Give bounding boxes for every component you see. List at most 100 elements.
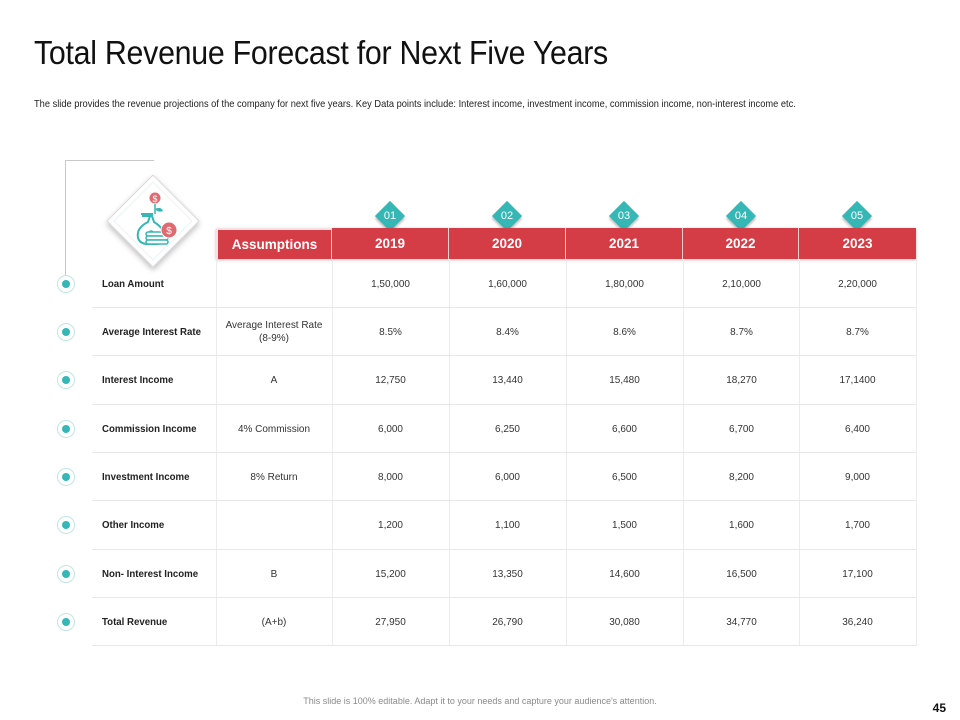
header-2022: 2022 <box>683 228 799 259</box>
cell-2022: 34,770 <box>726 615 757 628</box>
row-label: Interest Income <box>102 373 174 386</box>
grid-line <box>916 259 917 646</box>
table-row: Interest Income A 12,750 13,440 15,480 1… <box>0 356 960 404</box>
year-badge-4: 04 <box>725 200 757 232</box>
row-divider <box>92 645 916 646</box>
year-badge-3: 03 <box>608 200 640 232</box>
row-assumption: 4% Commission <box>237 422 311 435</box>
cell-2023: 17,100 <box>842 567 873 580</box>
row-bullet-icon <box>57 420 75 438</box>
row-bullet-icon <box>57 371 75 389</box>
cell-2020: 1,60,000 <box>488 277 527 290</box>
cell-2023: 2,20,000 <box>838 277 877 290</box>
svg-text:$: $ <box>166 226 172 237</box>
cell-2023: 1,700 <box>845 518 870 531</box>
row-bullet-icon <box>57 516 75 534</box>
year-badge-2: 02 <box>491 200 523 232</box>
cell-2019: 15,200 <box>375 567 406 580</box>
row-assumption: B <box>270 567 278 580</box>
cell-2022: 1,600 <box>729 518 754 531</box>
cell-2022: 16,500 <box>726 567 757 580</box>
row-divider <box>92 500 916 501</box>
year-badge-1: 01 <box>374 200 406 232</box>
cell-2023: 36,240 <box>842 615 873 628</box>
row-assumption: A <box>270 373 278 386</box>
cell-2022: 6,700 <box>729 422 754 435</box>
row-label: Average Interest Rate <box>102 325 201 338</box>
slide-title: Total Revenue Forecast for Next Five Yea… <box>34 34 608 71</box>
header-2023: 2023 <box>842 236 873 251</box>
table-header: Assumptions 2019 2020 2021 2022 2023 <box>216 228 916 259</box>
cell-2022: 18,270 <box>726 373 757 386</box>
cell-2019: 8.5% <box>379 325 402 338</box>
cell-2021: 14,600 <box>609 567 640 580</box>
row-label: Other Income <box>102 518 165 531</box>
cell-2021: 1,80,000 <box>605 277 644 290</box>
svg-text:$: $ <box>152 194 157 204</box>
cell-2022: 8,200 <box>729 470 754 483</box>
cell-2021: 8.6% <box>613 325 636 338</box>
cell-2020: 26,790 <box>492 615 523 628</box>
row-bullet-icon <box>57 323 75 341</box>
cell-2020: 1,100 <box>495 518 520 531</box>
row-divider <box>92 355 916 356</box>
cell-2020: 6,000 <box>495 470 520 483</box>
cell-2020: 8.4% <box>496 325 519 338</box>
row-assumption: Average Interest Rate (8-9%) <box>225 319 323 344</box>
cell-2019: 6,000 <box>378 422 403 435</box>
header-2021: 2021 <box>566 228 683 259</box>
slide-subtitle: The slide provides the revenue projectio… <box>34 98 796 110</box>
row-label: Non- Interest Income <box>102 567 199 580</box>
table-row: Average Interest Rate Average Interest R… <box>0 308 960 356</box>
row-label: Commission Income <box>102 422 197 435</box>
row-bullet-icon <box>57 275 75 293</box>
cell-2023: 6,400 <box>845 422 870 435</box>
row-bullet-icon <box>57 565 75 583</box>
table-row: Commission Income 4% Commission 6,000 6,… <box>0 405 960 453</box>
header-assumptions: Assumptions <box>216 228 332 259</box>
header-2019: 2019 <box>332 228 449 259</box>
cell-2023: 17,1400 <box>839 373 876 386</box>
row-bullet-icon <box>57 613 75 631</box>
row-label: Investment Income <box>102 470 190 483</box>
cell-2021: 6,500 <box>612 470 637 483</box>
header-2020: 2020 <box>449 228 566 259</box>
cell-2021: 15,480 <box>609 373 640 386</box>
row-bullet-icon <box>57 468 75 486</box>
cell-2021: 30,080 <box>609 615 640 628</box>
cell-2021: 1,500 <box>612 518 637 531</box>
row-assumption: (A+b) <box>261 615 287 628</box>
cell-2020: 13,440 <box>492 373 523 386</box>
row-divider <box>92 307 916 308</box>
cell-2020: 6,250 <box>495 422 520 435</box>
cell-2022: 8.7% <box>730 325 753 338</box>
cell-2019: 1,50,000 <box>371 277 410 290</box>
table-row: Investment Income 8% Return 8,000 6,000 … <box>0 453 960 501</box>
table-row: Non- Interest Income B 15,200 13,350 14,… <box>0 550 960 598</box>
page-number: 45 <box>932 701 946 715</box>
table-row: Other Income 1,200 1,100 1,500 1,600 1,7… <box>0 501 960 549</box>
row-divider <box>92 597 916 598</box>
cell-2022: 2,10,000 <box>722 277 761 290</box>
table-row: Total Revenue (A+b) 27,950 26,790 30,080… <box>0 598 960 646</box>
cell-2019: 12,750 <box>375 373 406 386</box>
cell-2019: 1,200 <box>378 518 403 531</box>
row-divider <box>92 452 916 453</box>
cell-2020: 13,350 <box>492 567 523 580</box>
cell-2019: 27,950 <box>375 615 406 628</box>
row-label: Total Revenue <box>102 615 168 628</box>
icon-badge: $ $ $ <box>106 174 200 268</box>
cell-2023: 8.7% <box>846 325 869 338</box>
year-badge-5: 05 <box>841 200 873 232</box>
decorative-bracket <box>65 160 154 281</box>
row-divider <box>92 404 916 405</box>
row-label: Loan Amount <box>102 277 164 290</box>
cell-2021: 6,600 <box>612 422 637 435</box>
cell-2019: 8,000 <box>378 470 403 483</box>
row-divider <box>92 549 916 550</box>
money-bag-icon: $ $ $ <box>136 191 178 245</box>
table-row: Loan Amount 1,50,000 1,60,000 1,80,000 2… <box>0 260 960 308</box>
row-assumption: 8% Return <box>250 470 298 483</box>
cell-2023: 9,000 <box>845 470 870 483</box>
footer-note: This slide is 100% editable. Adapt it to… <box>303 696 657 706</box>
